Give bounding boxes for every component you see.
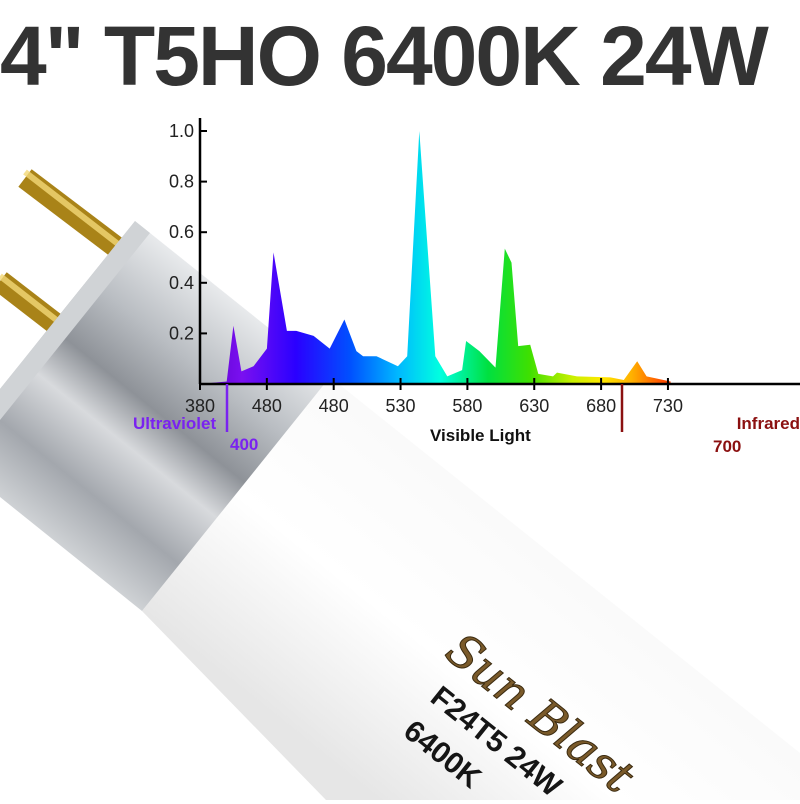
infrared-label: Infrared bbox=[736, 414, 800, 433]
x-axis-label: Visible Light bbox=[430, 426, 531, 445]
ir-700-label: 700 bbox=[713, 437, 742, 456]
y-tick-label: 0.8 bbox=[169, 172, 194, 192]
tube-end-cap bbox=[0, 221, 330, 611]
product-title: 4" T5HO 6400K 24W bbox=[0, 9, 769, 103]
y-tick-label: 0.2 bbox=[169, 323, 194, 343]
spectrum-area bbox=[200, 131, 671, 384]
x-tick-label: 380 bbox=[185, 396, 215, 416]
x-tick-label: 730 bbox=[653, 396, 683, 416]
uv-400-label: 400 bbox=[230, 435, 259, 454]
x-tick-label: 480 bbox=[319, 396, 349, 416]
x-tick-label: 480 bbox=[252, 396, 282, 416]
x-tick-label: 630 bbox=[519, 396, 549, 416]
y-tick-label: 0.4 bbox=[169, 273, 194, 293]
tube-body bbox=[142, 377, 800, 800]
x-tick-label: 580 bbox=[452, 396, 482, 416]
y-tick-label: 0.6 bbox=[169, 222, 194, 242]
y-tick-label: 1.0 bbox=[169, 121, 194, 141]
ultraviolet-label: Ultraviolet bbox=[133, 414, 217, 433]
x-tick-label: 680 bbox=[586, 396, 616, 416]
x-tick-label: 530 bbox=[386, 396, 416, 416]
